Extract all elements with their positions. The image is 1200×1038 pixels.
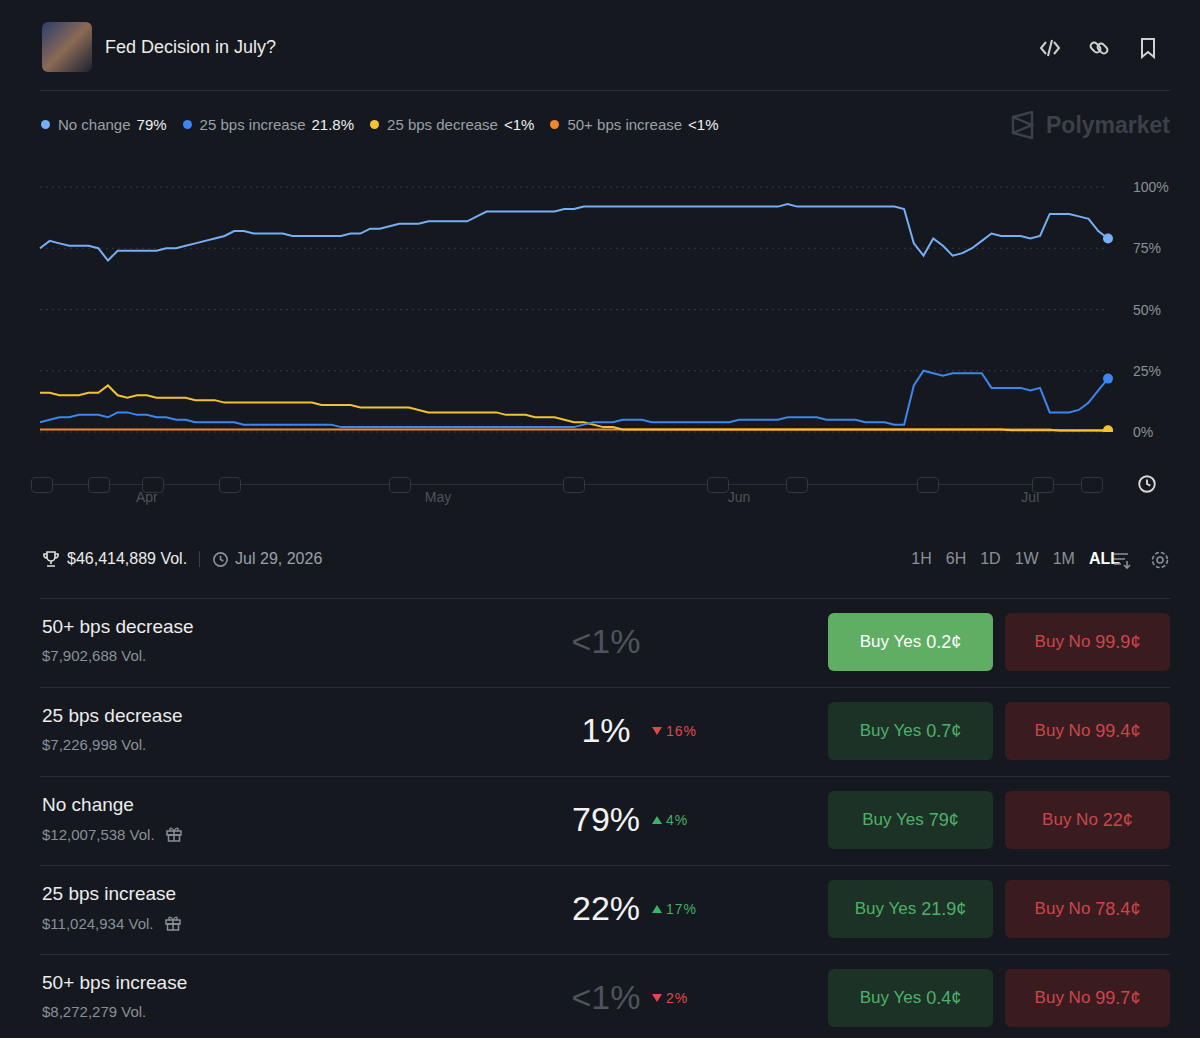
html-text:$7,902,688 Vol.: $7,902,688 Vol. <box>42 647 147 664</box>
html-text:<1%: <1% <box>504 116 535 133</box>
html-text:Buy Yes 0.2¢: Buy Yes 0.2¢ <box>859 631 962 652</box>
html-text:22%: 22% <box>572 889 640 927</box>
html-text:17%: 17% <box>666 901 697 917</box>
html-text:50+ bps decrease: 50+ bps decrease <box>42 616 194 637</box>
html-text:4%: 4% <box>666 812 689 828</box>
html-text:Buy No 78.4¢: Buy No 78.4¢ <box>1034 898 1141 919</box>
html-text:<1%: <1% <box>571 978 641 1016</box>
html-text:50+ bps increase <1%: 50+ bps increase <1% <box>567 116 719 133</box>
html-text:Polymarket: Polymarket <box>1046 111 1170 138</box>
svg-text:75%: 75% <box>1133 240 1161 256</box>
html-text:1H: 1H <box>911 550 932 567</box>
html-text:1W: 1W <box>1014 550 1039 567</box>
html-text:Buy Yes 79¢: Buy Yes 79¢ <box>862 809 959 830</box>
html-text:$11,024,934 Vol.: $11,024,934 Vol. <box>42 915 154 932</box>
svg-text:Jul: Jul <box>1021 489 1040 505</box>
html-text:25 bps increase 21.8%: 25 bps increase 21.8% <box>199 116 354 133</box>
html-text:25 bps decrease: 25 bps decrease <box>42 705 183 726</box>
svg-text:100%: 100% <box>1133 179 1169 195</box>
html-text:<1%: <1% <box>571 622 641 660</box>
html-text:2%: 2% <box>666 990 689 1006</box>
html-text:1%: 1% <box>581 711 631 749</box>
html-text:50+ bps increase: 50+ bps increase <box>42 972 188 993</box>
svg-text:50%: 50% <box>1133 302 1161 318</box>
html-text:25 bps decrease: 25 bps decrease <box>387 116 498 133</box>
html-text:Buy No 99.7¢: Buy No 99.7¢ <box>1034 987 1141 1008</box>
html-text:1D: 1D <box>980 550 1001 567</box>
html-text:Buy Yes 0.7¢: Buy Yes 0.7¢ <box>859 720 962 741</box>
html-text:16%: 16% <box>666 723 697 739</box>
html-text:Buy Yes 21.9¢: Buy Yes 21.9¢ <box>854 898 967 919</box>
html-text:Buy No 22¢: Buy No 22¢ <box>1042 809 1133 830</box>
html-text:Buy No 99.9¢: Buy No 99.9¢ <box>1034 631 1141 652</box>
html-text:No change 79%: No change 79% <box>58 116 167 133</box>
html-text:Buy Yes 0.4¢: Buy Yes 0.4¢ <box>859 987 962 1008</box>
html-text:$12,007,538 Vol.: $12,007,538 Vol. <box>42 826 155 843</box>
html-text:6H: 6H <box>945 550 967 567</box>
html-text:$7,226,998 Vol.: $7,226,998 Vol. <box>42 736 147 753</box>
html-text:$8,272,279 Vol.: $8,272,279 Vol. <box>42 1003 147 1020</box>
svg-text:25%: 25% <box>1133 363 1161 379</box>
html-text:No change: No change <box>42 794 134 815</box>
svg-text:May: May <box>425 489 451 505</box>
svg-text:Apr: Apr <box>135 489 158 505</box>
html-text:1M: 1M <box>1052 550 1075 567</box>
html-text:Fed Decision in July?: Fed Decision in July? <box>105 37 277 57</box>
html-text:Buy No 99.4¢: Buy No 99.4¢ <box>1034 720 1141 741</box>
html-text:ALL: ALL <box>1088 550 1120 567</box>
svg-text:Jun: Jun <box>728 489 751 505</box>
html-text:25 bps increase: 25 bps increase <box>42 883 177 904</box>
html-text:Jul 29, 2026: Jul 29, 2026 <box>235 550 323 567</box>
html-text:79%: 79% <box>572 800 640 838</box>
html-text:$46,414,889 Vol.: $46,414,889 Vol. <box>67 550 188 567</box>
svg-text:0%: 0% <box>1133 424 1153 440</box>
